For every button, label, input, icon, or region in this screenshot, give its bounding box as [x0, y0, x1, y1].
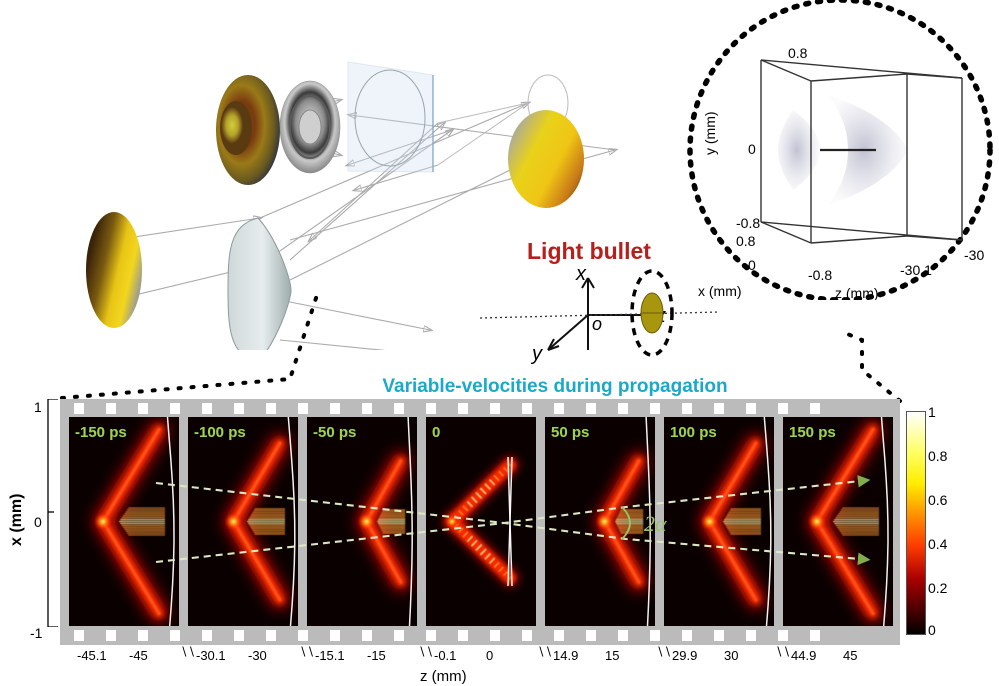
- svg-text:-30: -30: [964, 247, 984, 263]
- svg-text:150 ps: 150 ps: [789, 424, 836, 441]
- svg-text:x: x: [575, 263, 587, 285]
- svg-text:100 ps: 100 ps: [670, 424, 717, 441]
- svg-text:-100 ps: -100 ps: [194, 424, 246, 441]
- svg-text:0: 0: [432, 424, 440, 441]
- svg-text:0.8: 0.8: [736, 233, 756, 249]
- svg-text:-50 ps: -50 ps: [313, 424, 356, 441]
- svg-text:-0.8: -0.8: [736, 215, 760, 231]
- svg-text:-0.8: -0.8: [808, 267, 832, 283]
- svg-text:-30.1: -30.1: [900, 262, 932, 278]
- svg-text:0: 0: [748, 141, 756, 157]
- svg-text:z (mm): z (mm): [835, 285, 879, 300]
- svg-text:-150 ps: -150 ps: [75, 424, 127, 441]
- svg-text:o: o: [592, 314, 602, 334]
- svg-text:50 ps: 50 ps: [551, 424, 589, 441]
- svg-text:y (mm): y (mm): [702, 111, 718, 155]
- svg-text:y: y: [530, 343, 543, 365]
- svg-text:0.8: 0.8: [788, 45, 808, 61]
- svg-text:0: 0: [748, 257, 756, 273]
